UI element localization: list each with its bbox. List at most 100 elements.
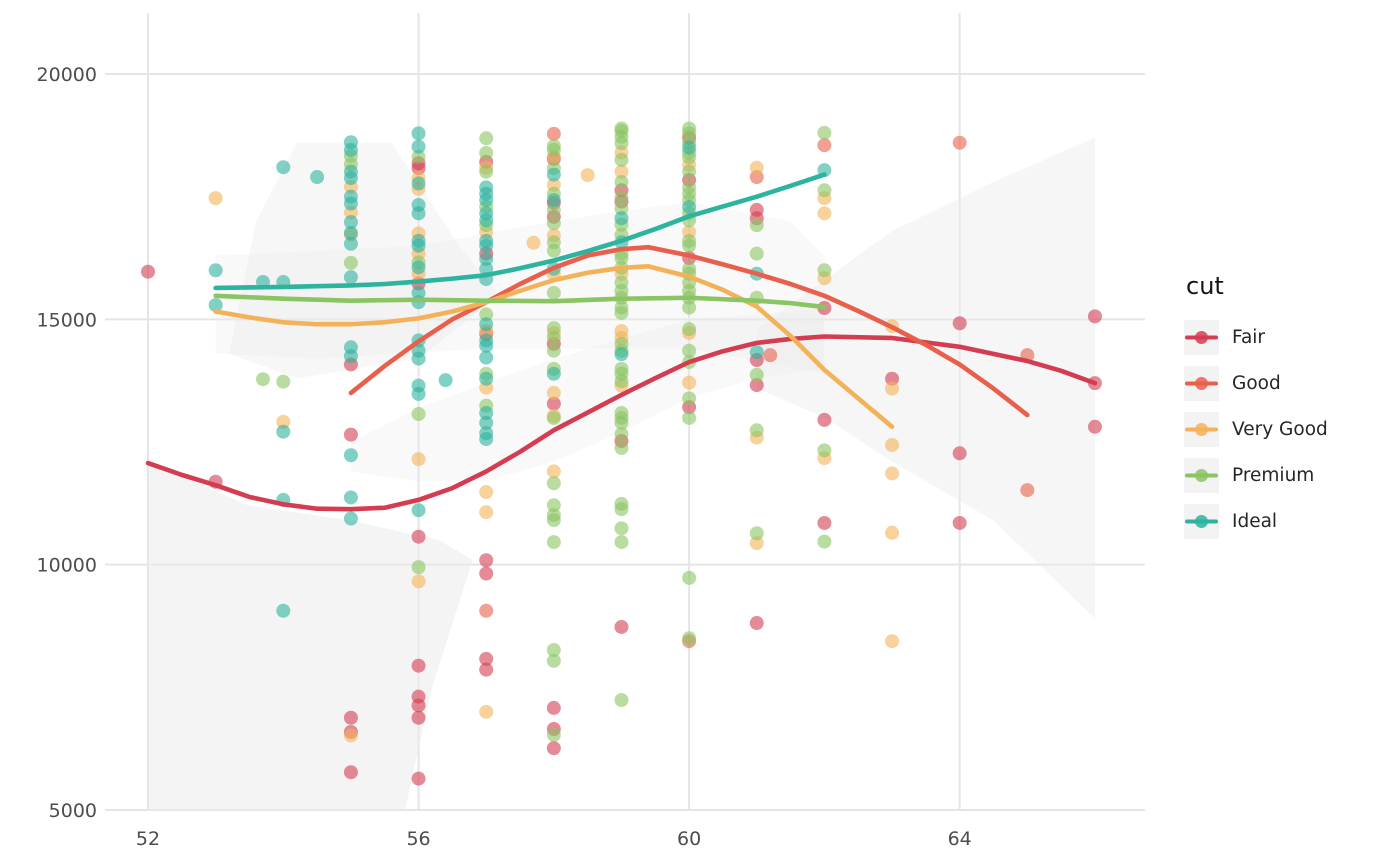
point-very-good (580, 168, 595, 183)
point-very-good (885, 466, 900, 481)
point-ideal (438, 373, 453, 388)
point-premium (614, 190, 629, 205)
ribbon-Fair-mid-lower (350, 309, 825, 482)
point-ideal (411, 503, 426, 518)
point-premium (614, 521, 629, 536)
point-fair (817, 515, 832, 530)
point-ideal (343, 225, 358, 240)
point-ideal (411, 295, 426, 310)
legend-label: Fair (1232, 326, 1266, 348)
point-ideal (343, 236, 358, 251)
legend-key-swatch (1184, 319, 1219, 355)
point-premium (546, 513, 561, 528)
point-very-good (885, 437, 900, 452)
legend-key-glyph (1185, 422, 1218, 436)
legend-key-swatch (1184, 411, 1219, 447)
point-good (546, 126, 561, 141)
point-premium (276, 374, 291, 389)
point-fair (952, 515, 967, 530)
x-tick-label: 56 (406, 828, 430, 850)
point-very-good (885, 381, 900, 396)
point-ideal (479, 338, 494, 353)
point-ideal (411, 351, 426, 366)
point-ideal (411, 206, 426, 221)
point-fair (546, 396, 561, 411)
point-ideal (411, 386, 426, 401)
point-fair (343, 710, 358, 725)
point-fair (343, 765, 358, 780)
point-premium (817, 263, 832, 278)
point-good (479, 603, 494, 618)
point-premium (546, 243, 561, 258)
point-fair (614, 619, 629, 634)
point-ideal (479, 432, 494, 447)
point-premium (546, 202, 561, 217)
point-fair (411, 710, 426, 725)
point-premium (614, 415, 629, 430)
point-premium (749, 423, 764, 438)
smooth-line-good (348, 244, 1030, 418)
point-premium (411, 407, 426, 422)
point-ideal (479, 251, 494, 266)
point-premium (479, 131, 494, 146)
point-very-good (817, 206, 832, 221)
point-premium (749, 367, 764, 382)
point-premium (682, 410, 697, 425)
point-premium (749, 246, 764, 261)
legend-key-glyph (1185, 330, 1218, 344)
point-premium (682, 322, 697, 337)
x-tick-label: 64 (948, 828, 972, 850)
point-premium (546, 321, 561, 336)
point-premium (614, 305, 629, 320)
point-ideal (208, 298, 223, 313)
point-good (817, 138, 832, 153)
point-premium (546, 285, 561, 300)
point-premium (749, 218, 764, 233)
point-fair (141, 264, 155, 279)
point-premium (817, 443, 832, 458)
point-premium (614, 535, 629, 550)
point-ideal (546, 193, 561, 208)
point-premium (682, 631, 697, 646)
point-ideal (682, 199, 697, 214)
point-ideal (546, 366, 561, 381)
point-fair (479, 566, 494, 581)
point-ideal (276, 424, 291, 439)
point-fair (411, 698, 426, 713)
point-premium (817, 534, 832, 549)
legend-label: Good (1232, 372, 1281, 394)
point-ideal (682, 140, 697, 155)
point-fair (411, 529, 426, 544)
point-fair (411, 771, 426, 786)
point-premium (546, 535, 561, 550)
point-ideal (411, 238, 426, 253)
point-fair (479, 662, 494, 677)
point-premium (682, 343, 697, 358)
point-good (952, 135, 967, 150)
smooth-line-very-good (213, 264, 895, 430)
x-tick-label: 60 (677, 828, 701, 850)
legend-label: Very Good (1232, 418, 1328, 440)
point-very-good (343, 728, 358, 743)
point-premium (546, 727, 561, 742)
point-very-good (614, 164, 629, 179)
point-very-good (885, 634, 900, 649)
point-premium (255, 372, 270, 387)
point-premium (546, 653, 561, 668)
point-premium (546, 410, 561, 425)
point-ideal (479, 193, 494, 208)
point-premium (343, 255, 358, 270)
y-tick-label: 15000 (37, 309, 97, 331)
legend-item-very-good: Very Good (1184, 406, 1328, 452)
point-premium (614, 152, 629, 167)
point-fair (749, 378, 764, 393)
point-premium (682, 300, 697, 315)
legend-item-ideal: Ideal (1184, 498, 1328, 544)
legend-item-good: Good (1184, 360, 1328, 406)
point-premium (479, 164, 494, 179)
point-premium (614, 693, 629, 708)
point-ideal (343, 143, 358, 158)
point-ideal (276, 160, 291, 175)
smooth-line-premium (213, 293, 827, 310)
point-ideal (208, 263, 223, 278)
